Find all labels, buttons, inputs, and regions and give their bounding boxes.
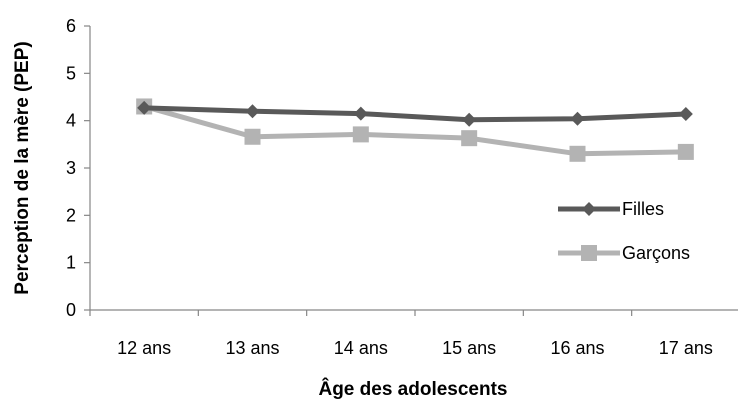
data-point-filles — [137, 100, 152, 115]
legend: Filles Garçons — [558, 199, 690, 263]
y-tick-label: 4 — [66, 111, 76, 131]
data-point-garcons — [352, 126, 369, 143]
legend-item-filles: Filles — [558, 199, 664, 219]
data-point-filles — [245, 104, 260, 119]
legend-label-garcons: Garçons — [622, 243, 690, 263]
y-axis-title: Perception de la mère (PEP) — [12, 41, 33, 294]
y-tick-label: 6 — [66, 16, 76, 36]
data-point-filles — [462, 112, 477, 127]
y-tick-label: 0 — [66, 300, 76, 320]
data-point-filles — [353, 106, 368, 121]
x-tick-label: 12 ans — [117, 338, 171, 358]
data-point-garcons — [569, 145, 586, 162]
x-tick-label: 15 ans — [442, 338, 496, 358]
series-filles — [137, 100, 693, 127]
legend-item-garcons: Garçons — [558, 243, 690, 263]
data-point-garcons — [677, 143, 694, 160]
data-point-filles — [678, 107, 693, 122]
series-line-filles — [144, 105, 686, 123]
y-tick-label: 1 — [66, 253, 76, 273]
series-line-garcons — [143, 104, 686, 157]
chart-axes — [84, 25, 738, 316]
y-axis-tick-labels: 0 1 2 3 4 5 6 — [66, 16, 76, 320]
x-tick-label: 14 ans — [334, 338, 388, 358]
y-tick-label: 5 — [66, 63, 76, 83]
data-point-garcons — [244, 128, 261, 145]
y-tick-label: 2 — [66, 205, 76, 225]
x-tick-label: 17 ans — [659, 338, 713, 358]
y-tick-label: 3 — [66, 158, 76, 178]
x-axis-tick-labels: 12 ans 13 ans 14 ans 15 ans 16 ans 17 ans — [117, 338, 713, 358]
legend-label-filles: Filles — [622, 199, 664, 219]
legend-marker-garcons — [581, 245, 597, 261]
x-tick-label: 16 ans — [550, 338, 604, 358]
data-point-garcons — [461, 130, 478, 147]
series-layer — [136, 98, 694, 162]
data-point-filles — [570, 111, 585, 126]
x-tick-label: 13 ans — [225, 338, 279, 358]
x-axis-title: Âge des adolescents — [318, 378, 507, 400]
legend-marker-filles — [582, 202, 596, 216]
